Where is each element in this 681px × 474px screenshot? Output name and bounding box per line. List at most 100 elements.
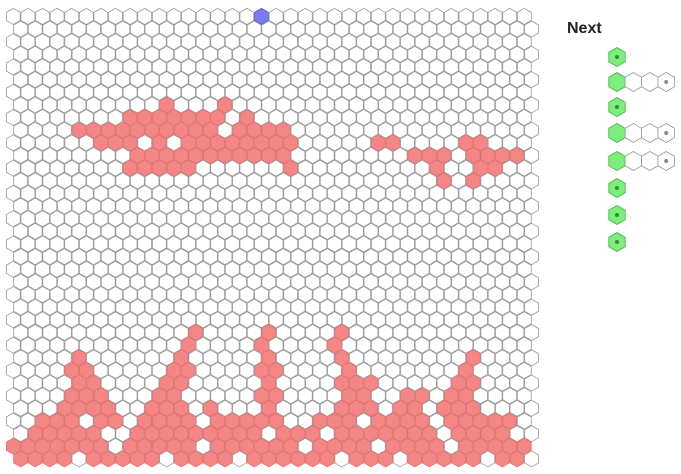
empty-cell: [42, 197, 58, 215]
empty-cell: [261, 45, 277, 63]
empty-cell: [443, 33, 459, 51]
empty-cell: [356, 184, 372, 202]
empty-cell: [414, 336, 430, 354]
empty-cell: [13, 374, 28, 392]
empty-cell: [290, 349, 306, 367]
empty-cell: [443, 260, 459, 278]
filled-cell: [312, 437, 328, 455]
empty-cell: [122, 361, 138, 379]
empty-cell: [268, 7, 284, 25]
empty-cell: [312, 387, 328, 405]
empty-cell: [5, 361, 21, 379]
empty-cell: [276, 248, 291, 266]
empty-cell: [502, 184, 518, 202]
empty-cell: [86, 71, 101, 89]
empty-cell: [27, 349, 43, 367]
empty-cell: [13, 222, 28, 240]
empty-cell: [487, 210, 503, 228]
empty-cell: [443, 336, 459, 354]
filled-cell: [246, 450, 262, 468]
empty-cell: [49, 109, 65, 127]
empty-cell: [122, 184, 138, 202]
empty-cell: [516, 260, 532, 278]
empty-cell: [524, 349, 539, 367]
empty-cell: [502, 361, 518, 379]
empty-cell: [42, 172, 58, 190]
empty-cell: [407, 324, 423, 341]
empty-cell: [378, 71, 393, 89]
filled-cell: [166, 437, 182, 455]
empty-cell: [443, 311, 459, 329]
filled-cell: [130, 121, 145, 139]
filled-cell: [414, 412, 430, 430]
empty-cell: [137, 58, 153, 76]
filled-cell: [349, 425, 364, 443]
empty-cell: [151, 33, 167, 51]
empty-cell: [195, 7, 211, 25]
empty-cell: [312, 58, 328, 76]
empty-cell: [166, 134, 182, 152]
empty-cell: [356, 412, 372, 430]
empty-cell: [458, 109, 474, 127]
filled-cell: [458, 387, 474, 405]
filled-cell: [422, 450, 437, 468]
empty-cell: [254, 159, 269, 177]
empty-cell: [130, 273, 145, 291]
empty-cell: [473, 109, 488, 127]
empty-cell: [334, 450, 350, 468]
empty-cell: [370, 58, 386, 76]
empty-cell: [57, 146, 72, 164]
empty-cell: [495, 374, 510, 392]
empty-cell: [370, 210, 386, 228]
empty-cell: [305, 121, 320, 139]
filled-cell: [217, 425, 233, 443]
filled-cell: [217, 146, 233, 164]
empty-cell: [487, 33, 503, 51]
empty-cell: [480, 20, 496, 38]
empty-cell: [13, 425, 28, 443]
empty-cell: [458, 336, 474, 354]
empty-cell: [49, 361, 65, 379]
empty-cell: [385, 336, 401, 354]
empty-cell: [400, 134, 415, 152]
empty-cell: [232, 349, 247, 367]
empty-cell: [341, 7, 357, 25]
empty-cell: [480, 399, 496, 417]
filled-cell: [414, 437, 430, 455]
empty-cell: [13, 399, 28, 417]
empty-cell: [502, 387, 518, 405]
empty-cell: [57, 96, 72, 114]
empty-cell: [370, 235, 386, 253]
empty-cell: [49, 159, 65, 177]
filled-cell: [49, 412, 65, 430]
empty-cell: [203, 298, 218, 316]
empty-cell: [166, 336, 182, 354]
empty-cell: [64, 286, 80, 304]
empty-cell: [370, 361, 386, 379]
empty-cell: [78, 260, 94, 278]
empty-cell: [20, 286, 36, 304]
empty-cell: [422, 273, 437, 291]
empty-cell: [370, 83, 386, 101]
empty-cell: [137, 83, 153, 101]
empty-cell: [5, 58, 21, 76]
empty-cell: [195, 286, 211, 304]
filled-cell: [487, 159, 503, 177]
empty-cell: [57, 197, 72, 215]
empty-cell: [378, 45, 393, 63]
empty-cell: [451, 222, 466, 240]
empty-cell: [239, 235, 255, 253]
empty-cell: [224, 235, 240, 253]
empty-cell: [392, 450, 408, 468]
empty-cell: [195, 336, 211, 354]
empty-cell: [524, 273, 539, 291]
empty-cell: [305, 197, 320, 215]
empty-cell: [327, 58, 342, 76]
empty-cell: [239, 260, 255, 278]
filled-cell: [276, 425, 291, 443]
empty-cell: [130, 197, 145, 215]
empty-cell: [451, 146, 466, 164]
empty-cell: [363, 45, 379, 63]
empty-cell: [35, 387, 50, 405]
empty-cell: [64, 184, 80, 202]
